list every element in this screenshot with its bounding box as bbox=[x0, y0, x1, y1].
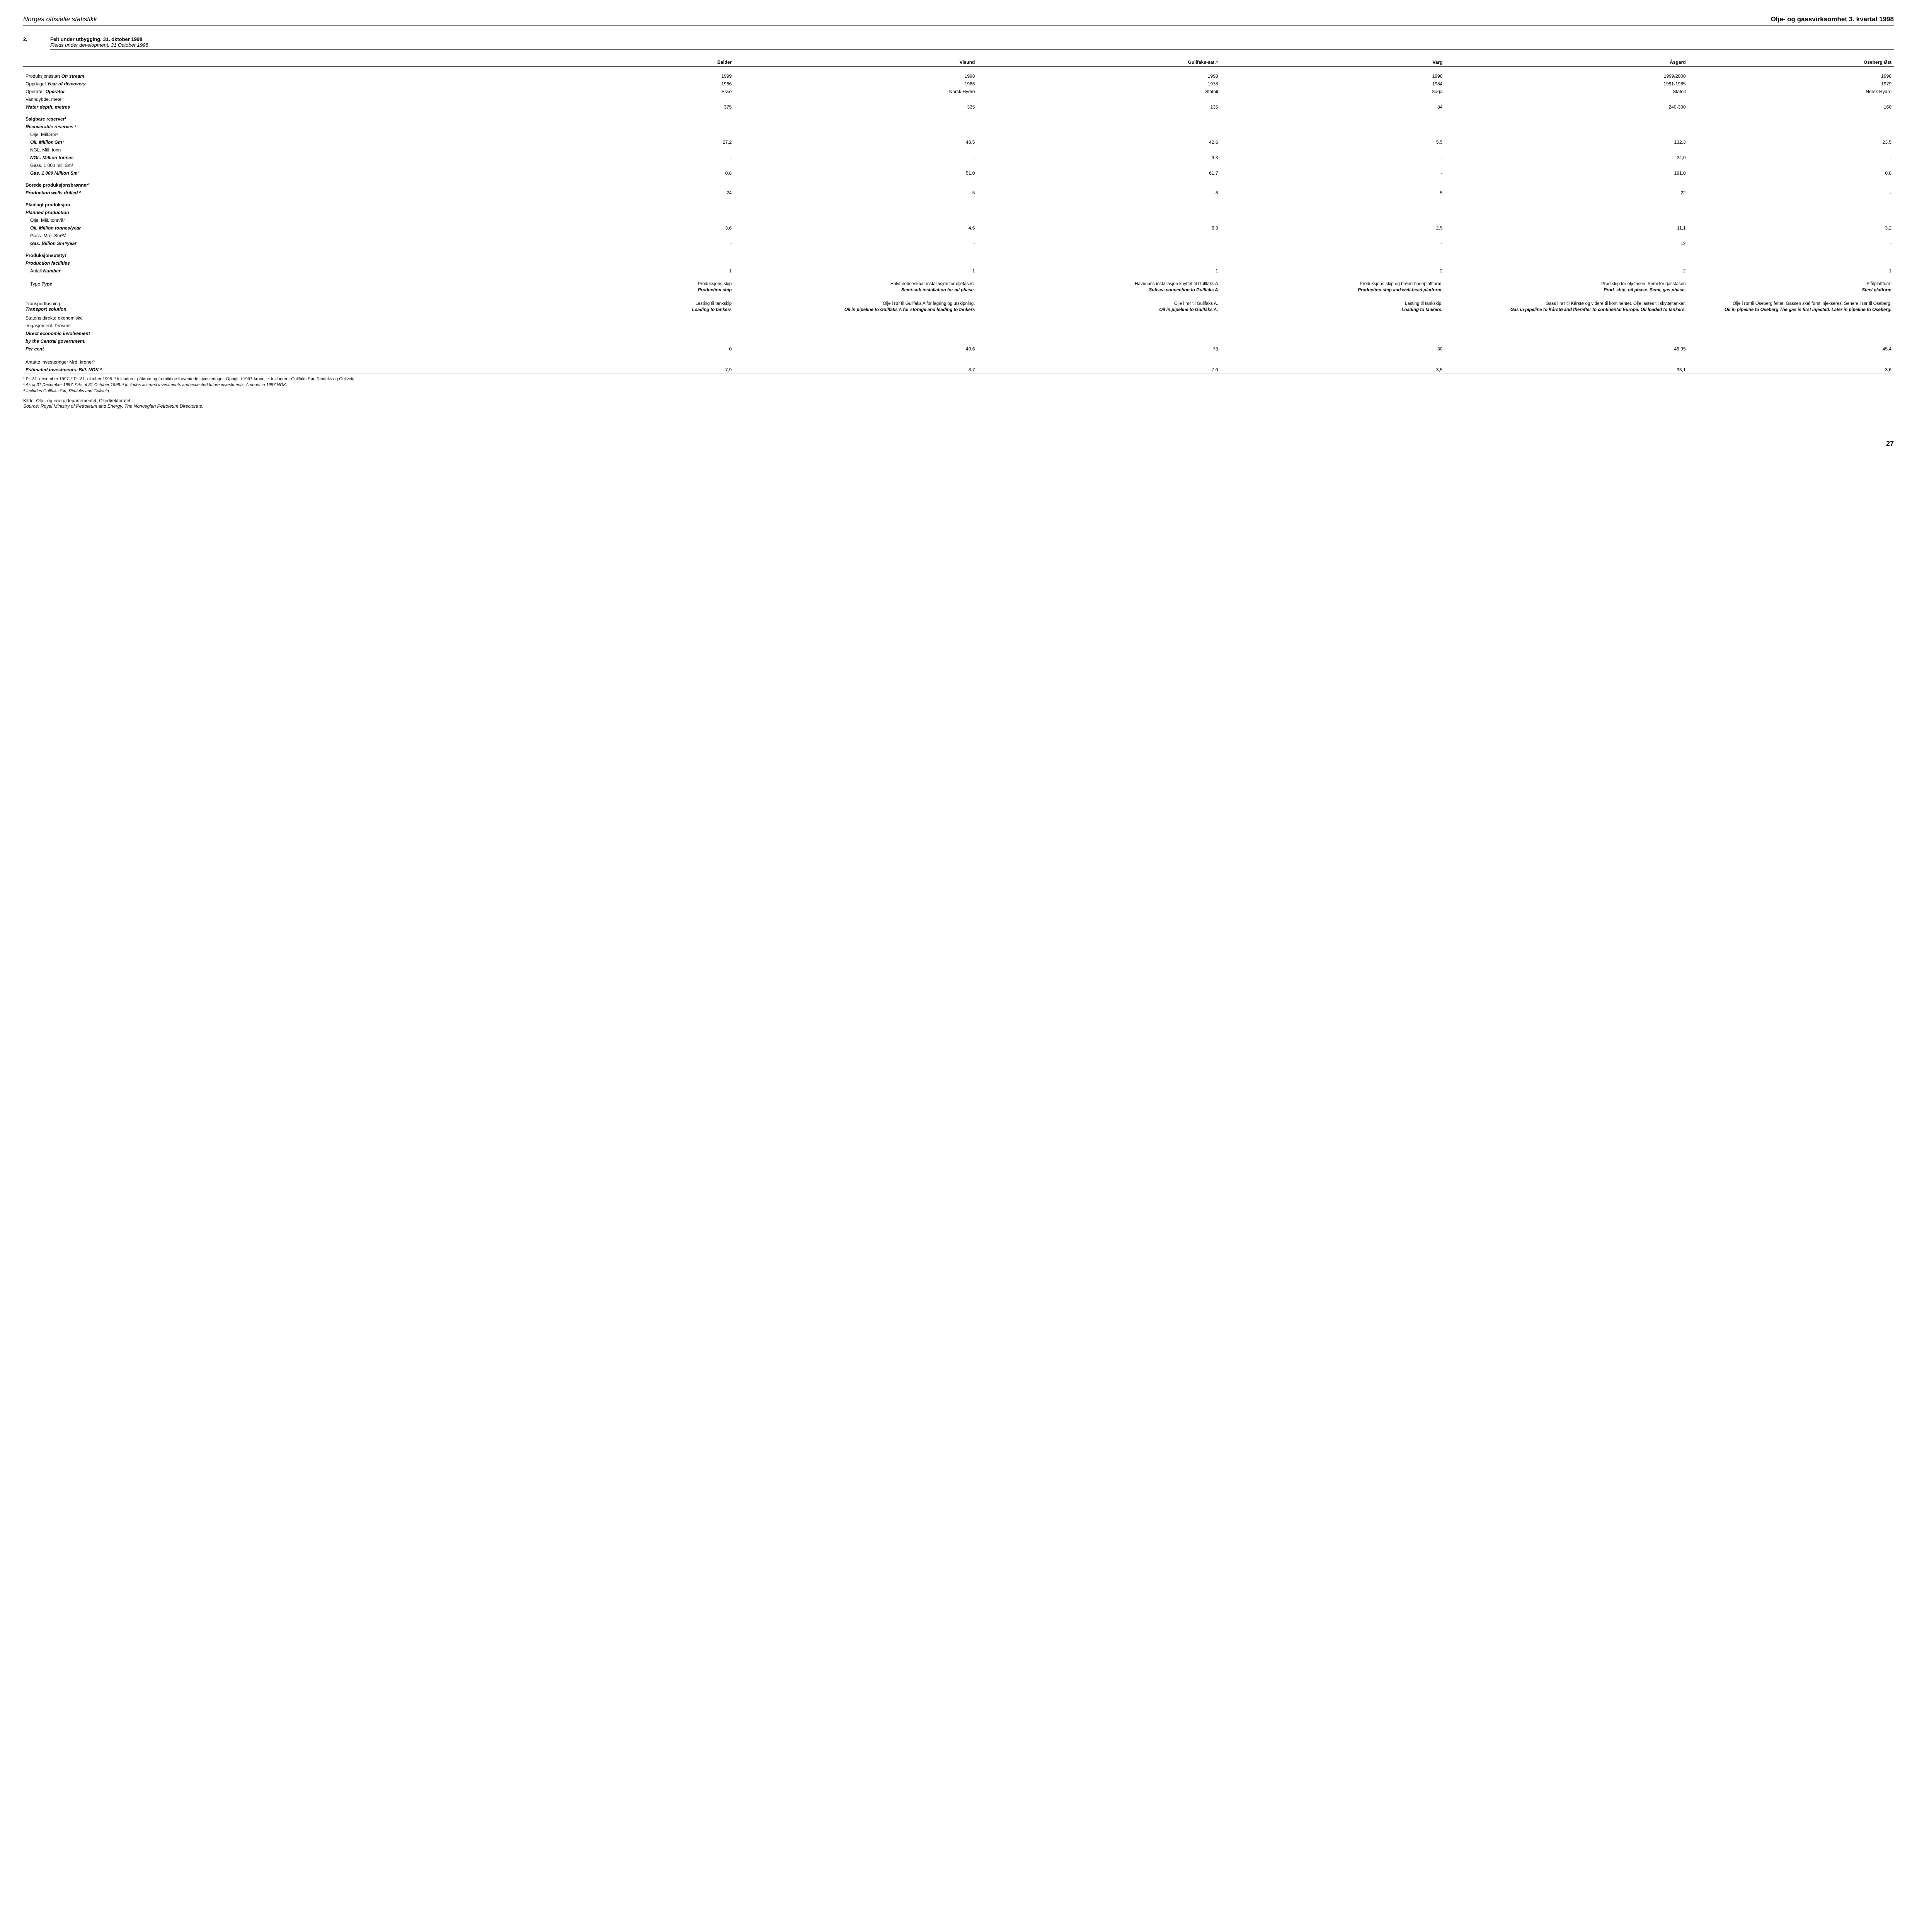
row-wells: Production wells drilled ² 2458522- bbox=[23, 189, 1894, 197]
row-gov-no1: Statens direkte økonomiske bbox=[23, 314, 1894, 322]
row-reserves-head-en: Recoverable reserves ¹ bbox=[23, 123, 1894, 131]
row-facilities-head: Produksjonsutstyr bbox=[23, 247, 1894, 259]
row-oil-no: Olje. Mill.Sm³ bbox=[23, 131, 1894, 138]
source-block: Kilde: Olje- og energidepartementet, Olj… bbox=[23, 398, 1894, 409]
source-en: Source: Royal Ministry of Petroleum and … bbox=[23, 403, 1894, 409]
row-transport: TransportløsningTransport solution Lasti… bbox=[23, 300, 1894, 314]
row-wells-no: Borede produksjonsbrønner² bbox=[23, 177, 1894, 189]
row-gas: Gas. 1 000 Million Sm³ 0,851,061,7-191,0… bbox=[23, 169, 1894, 177]
transport-visund: Olje i rør til Gullfaks A for lagring og… bbox=[734, 300, 977, 314]
section-number: 2. bbox=[23, 36, 50, 42]
row-gas-no: Gass. 1 000 mill.Sm³ bbox=[23, 162, 1894, 169]
col-balder: Balder bbox=[528, 58, 734, 67]
row-planned-head-en: Planned production bbox=[23, 209, 1894, 216]
transport-gullfaks: Olje i rør til Gullfaks A.Oil in pipelin… bbox=[977, 300, 1220, 314]
row-number: Antall Number 111221 bbox=[23, 267, 1894, 275]
type-gullfaks: Havbunns installasjon knyttet til Gullfa… bbox=[977, 280, 1220, 294]
row-planned-head: Planlagt produksjon bbox=[23, 197, 1894, 209]
row-waterdepth-label: Vanndybde, meter bbox=[23, 95, 1894, 103]
row-invest: Estimated investments. Bill. NOK ³ 7,98,… bbox=[23, 366, 1894, 374]
col-asgard: Åsgard bbox=[1445, 58, 1688, 67]
row-poil: Oil. Million tonnes/year 3,64,66,32,511,… bbox=[23, 224, 1894, 232]
row-pgas-no: Gass. Mrd. Sm³/år bbox=[23, 232, 1894, 240]
type-varg: Produksjons-skip og brønn-hodeplattform.… bbox=[1221, 280, 1445, 294]
row-discovery: Oppdaget Year of discovery 1966198619781… bbox=[23, 80, 1894, 88]
header-left: Norges offisielle statistikk bbox=[23, 15, 97, 23]
footnote-no: ¹ Pr. 31. desember 1997. ² Pr. 31. oktob… bbox=[23, 376, 1894, 382]
type-asgard: Prod.skip for oljefasen, Semi for gassfa… bbox=[1445, 280, 1688, 294]
row-waterdepth: Water depth, metres 37533513584240-30016… bbox=[23, 103, 1894, 111]
col-gullfaks: Gullfaks-sat.⁴ bbox=[977, 58, 1220, 67]
row-gov-en2: by the Central government. bbox=[23, 337, 1894, 345]
col-visund: Visund bbox=[734, 58, 977, 67]
fields-table: Balder Visund Gullfaks-sat.⁴ Varg Åsgard… bbox=[23, 58, 1894, 374]
col-varg: Varg bbox=[1221, 58, 1445, 67]
row-oil: Oil. Million Sm³ 27,248,542,65,5132,323,… bbox=[23, 138, 1894, 146]
footnotes: ¹ Pr. 31. desember 1997. ² Pr. 31. oktob… bbox=[23, 376, 1894, 394]
section-title-no: Felt under utbygging. 31. oktober 1998 bbox=[50, 36, 142, 42]
row-ngl: NGL. Million tonnes --9,3-24,0- bbox=[23, 154, 1894, 162]
row-percent: Per cent 049,6733046,9545,4 bbox=[23, 345, 1894, 353]
transport-balder: Lasting til tankskipLoading to tankers bbox=[528, 300, 734, 314]
row-type: Type Type Produksjons-skipProduction shi… bbox=[23, 280, 1894, 294]
row-poil-no: Olje. Mill. tonn/år bbox=[23, 216, 1894, 224]
header-right: Olje- og gassvirksomhet 3. kvartal 1998 bbox=[1771, 15, 1894, 23]
row-pgas: Gas. Billion Sm³/year ---12- bbox=[23, 240, 1894, 247]
type-balder: Produksjons-skipProduction ship bbox=[528, 280, 734, 294]
row-reserves-head: Salgbare reserver¹ bbox=[23, 111, 1894, 123]
footnote-en1: ¹ As of 31 December 1997. ² As of 31 Oct… bbox=[23, 382, 1894, 388]
row-ngl-no: NGL. Mill. tonn bbox=[23, 146, 1894, 154]
page-number: 27 bbox=[23, 440, 1894, 448]
transport-asgard: Gass i rør til Kårstø og videre til kont… bbox=[1445, 300, 1688, 314]
transport-oseberg: Olje i rør til Oseberg feltet. Gassen sk… bbox=[1688, 300, 1894, 314]
row-gov-en1: Direct economic involvement bbox=[23, 330, 1894, 337]
footnote-en2: ⁴ Includes Gullfaks Sør, Rimfaks and Gul… bbox=[23, 388, 1894, 394]
row-gov-no2: engasjement. Prosent bbox=[23, 322, 1894, 330]
section-heading: 2. Felt under utbygging. 31. oktober 199… bbox=[23, 36, 1894, 50]
row-onstream: Produksjonsstart On stream 1999199819981… bbox=[23, 72, 1894, 80]
row-invest-no: Antatte investeringer Mrd. kroner³ bbox=[23, 358, 1894, 366]
row-operator: Operatør Operator EssoNorsk HydroStatoil… bbox=[23, 88, 1894, 95]
col-oseberg: Oseberg Øst bbox=[1688, 58, 1894, 67]
row-facilities-head-en: Production facilities bbox=[23, 259, 1894, 267]
transport-varg: Lasting til tankskip.Loading to tankers. bbox=[1221, 300, 1445, 314]
table-header-row: Balder Visund Gullfaks-sat.⁴ Varg Åsgard… bbox=[23, 58, 1894, 67]
type-visund: Halvt nedsenkbar installasjon for oljefa… bbox=[734, 280, 977, 294]
source-no: Kilde: Olje- og energidepartementet, Olj… bbox=[23, 398, 1894, 403]
section-title-en: Fields under development. 31 October 199… bbox=[50, 42, 1894, 50]
page-header: Norges offisielle statistikk Olje- og ga… bbox=[23, 15, 1894, 26]
type-oseberg: StålplattformSteel platform bbox=[1688, 280, 1894, 294]
